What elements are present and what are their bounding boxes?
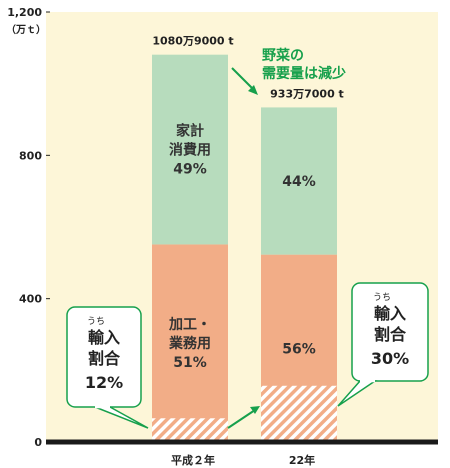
total-label: 933万7000 t <box>270 87 344 100</box>
y-tick-label: 0 <box>34 436 42 449</box>
segment-label: 51% <box>173 355 207 371</box>
total-label: 1080万9000 t <box>152 35 233 48</box>
demand-annotation: 野菜の <box>262 47 304 64</box>
y-tick-label: 400 <box>19 293 42 306</box>
callout-percent: 30% <box>371 349 409 368</box>
demand-annotation: 需要量は減少 <box>262 65 346 82</box>
demand-arrow <box>231 67 255 91</box>
segment-label: 加工・ <box>168 317 211 333</box>
callout-text: 割合 <box>88 349 121 368</box>
import-arrowhead <box>250 406 260 414</box>
y-tick-label: 1,200 <box>7 6 42 19</box>
bar-segment-household <box>261 107 337 255</box>
callout-text: 輸入 <box>88 328 120 347</box>
callout-percent: 12% <box>85 373 123 392</box>
segment-label: 49% <box>173 162 207 178</box>
segment-label: 家計 <box>176 123 204 140</box>
import-arrow <box>227 409 256 429</box>
x-axis: 平成２年 22年 <box>171 453 315 467</box>
callout-ruby: うち <box>87 316 105 327</box>
segment-label: 業務用 <box>168 335 211 352</box>
callout-ruby: うち <box>373 292 391 303</box>
demand-arrowhead <box>248 85 258 95</box>
y-axis: 0 400 800 1,200 （万ｔ） <box>6 6 50 449</box>
bar-segment-household <box>152 54 228 245</box>
x-tick-label: 平成２年 <box>171 453 215 467</box>
segment-label: 44% <box>282 174 316 190</box>
bar-segment-import <box>261 385 337 442</box>
bars <box>152 54 337 442</box>
y-unit-label: （万ｔ） <box>6 23 46 36</box>
callout-box <box>351 282 429 382</box>
y-tick-label: 800 <box>19 149 42 162</box>
callout-text: 割合 <box>374 325 407 344</box>
x-tick-label: 22年 <box>289 453 315 467</box>
segment-label: 56% <box>282 341 316 357</box>
bar-segment-processing <box>152 244 228 442</box>
segment-label: 消費用 <box>169 142 211 159</box>
bar-segment-import <box>152 418 228 442</box>
callout-text: 輸入 <box>374 304 406 323</box>
